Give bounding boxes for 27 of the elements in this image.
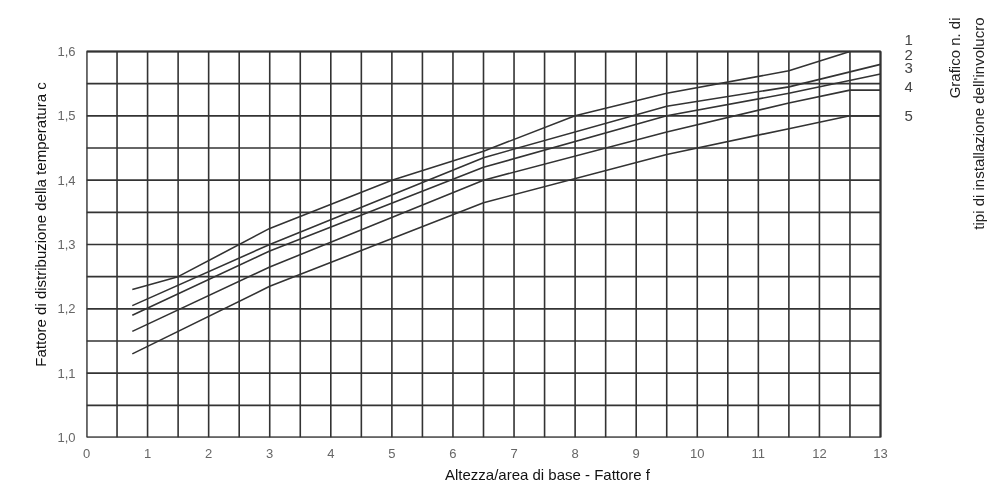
- y-tick-label: 1,4: [57, 172, 76, 188]
- x-tick-label: 8: [571, 445, 579, 461]
- y-tick-label: 1,3: [57, 237, 76, 252]
- x-tick-label: 5: [388, 445, 396, 461]
- y-tick-label: 1,2: [57, 301, 76, 317]
- text: 1: [904, 30, 913, 48]
- x-tick-label: 9: [632, 445, 640, 461]
- x-tick-label: 10: [690, 445, 705, 461]
- x-tick-label: 1: [143, 445, 152, 461]
- x-tick-label: 6: [449, 445, 457, 461]
- x-tick-label: 11: [751, 445, 766, 461]
- y-tick-label: 1,0: [57, 430, 76, 445]
- x-tick-label: 13: [873, 445, 888, 461]
- y-tick-label: 1,1: [57, 365, 76, 381]
- series-label: 5: [904, 106, 913, 124]
- y-tick-label: 1,6: [57, 44, 76, 59]
- x-tick-label: 3: [266, 445, 274, 461]
- x-tick-label: 4: [327, 445, 335, 461]
- x-tick-label: 0: [82, 445, 91, 461]
- x-axis-title: Altezza/area di base - Fattore f: [444, 465, 651, 483]
- series-label: 4: [904, 78, 913, 96]
- y-tick-label: 1,5: [57, 108, 76, 124]
- y-axis-title: Fattore di distribuzione della temperatura c: [32, 81, 50, 367]
- x-tick-label: 7: [510, 445, 518, 461]
- x-tick-label: 2: [205, 445, 213, 461]
- x-tick-label: 12: [812, 445, 827, 461]
- y2-axis-title: Grafico n. di tipi di installazione dell'involucro: [945, 17, 987, 230]
